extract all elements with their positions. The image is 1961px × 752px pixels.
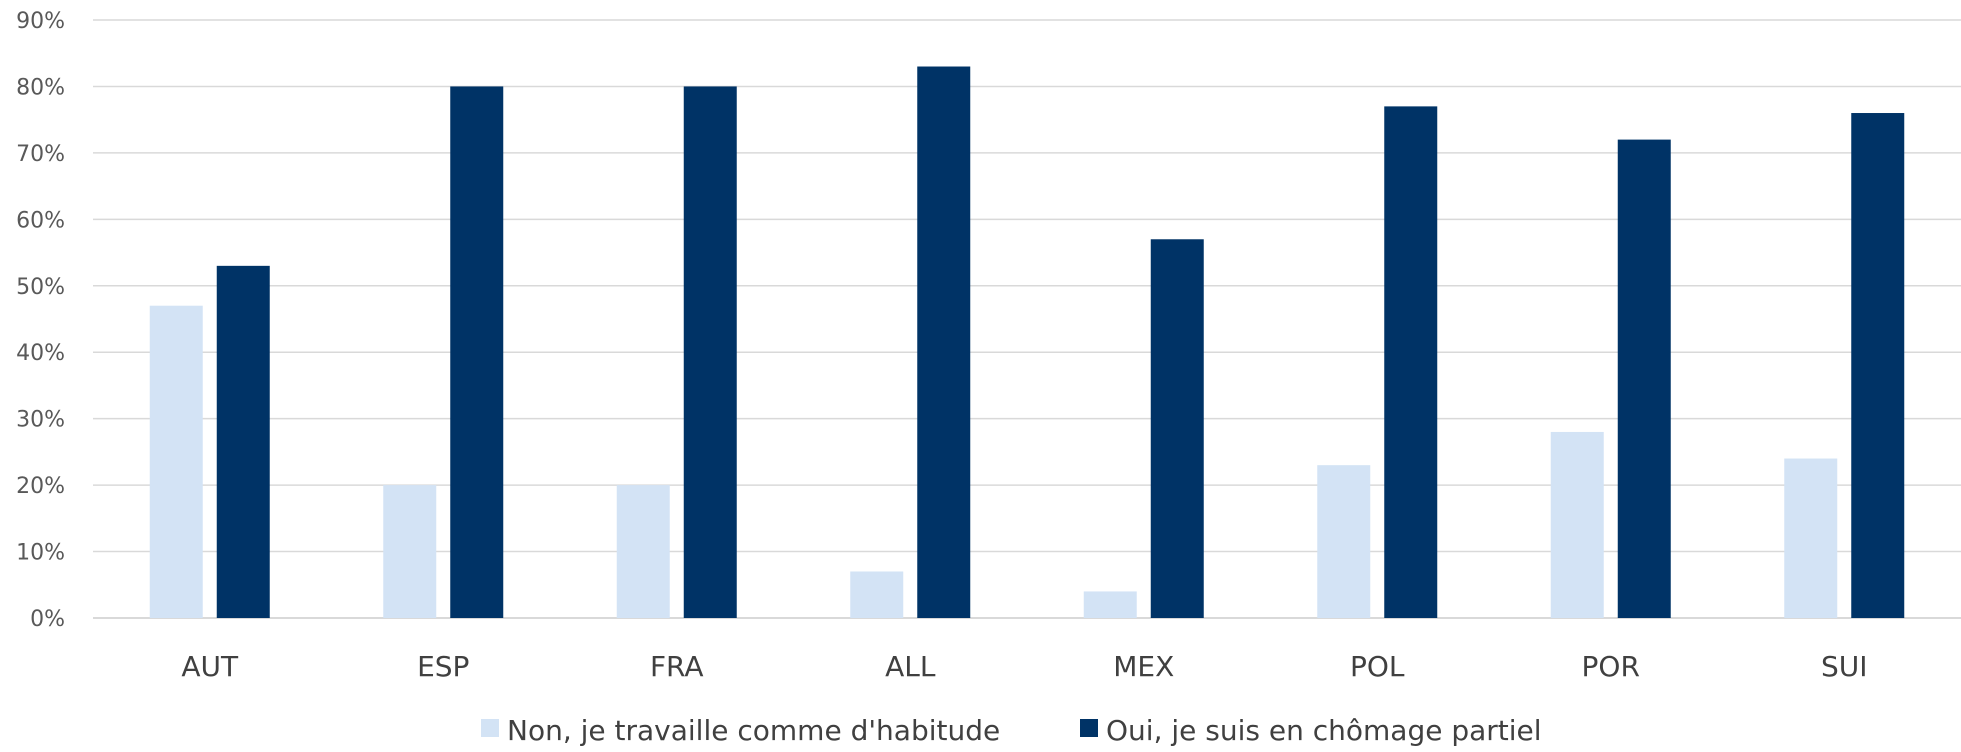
bar-esp-non <box>383 485 437 618</box>
y-tick-label: 60% <box>16 208 65 233</box>
y-tick-label: 80% <box>16 75 65 100</box>
gridlines <box>93 19 1961 619</box>
legend: Non, je travaille comme d'habitude Oui, … <box>481 714 1542 747</box>
x-tick-label: AUT <box>181 650 239 683</box>
legend-label-oui: Oui, je suis en chômage partiel <box>1106 714 1542 747</box>
bar-pol-oui <box>1384 106 1438 618</box>
y-tick-label: 10% <box>16 541 65 566</box>
bar-mex-oui <box>1150 239 1204 618</box>
legend-label-non: Non, je travaille comme d'habitude <box>507 714 1000 747</box>
bar-all-non <box>850 571 904 618</box>
legend-swatch-oui <box>1080 719 1098 737</box>
x-tick-label: POR <box>1582 650 1640 683</box>
x-tick-label: MEX <box>1113 650 1174 683</box>
y-tick-label: 70% <box>16 142 65 167</box>
y-tick-label: 40% <box>16 341 65 366</box>
x-tick-label: SUI <box>1821 650 1868 683</box>
y-tick-label: 20% <box>16 474 65 499</box>
bar-aut-non <box>149 305 203 618</box>
bar-all-oui <box>917 66 971 618</box>
bar-aut-oui <box>216 265 270 618</box>
bars <box>149 66 1905 619</box>
y-tick-label: 50% <box>16 275 65 300</box>
y-tick-label: 90% <box>16 9 65 34</box>
x-tick-label: POL <box>1350 650 1405 683</box>
bar-fra-oui <box>683 86 737 618</box>
x-tick-label: ALL <box>885 650 936 683</box>
bar-fra-non <box>616 485 670 618</box>
bar-por-non <box>1550 431 1604 618</box>
bar-por-oui <box>1617 139 1671 618</box>
bar-sui-oui <box>1851 113 1905 619</box>
legend-swatch-non <box>481 719 499 737</box>
bar-pol-non <box>1317 465 1371 618</box>
x-axis: AUT ESP FRA ALL MEX POL POR SUI <box>181 650 1867 683</box>
x-tick-label: FRA <box>650 650 704 683</box>
bar-esp-oui <box>450 86 504 618</box>
bar-sui-non <box>1784 458 1838 618</box>
y-axis: 0% 10% 20% 30% 40% 50% 60% 70% 80% 90% <box>16 9 65 632</box>
x-tick-label: ESP <box>417 650 469 683</box>
bar-mex-non <box>1083 591 1137 618</box>
y-tick-label: 30% <box>16 408 65 433</box>
y-tick-label: 0% <box>30 607 65 632</box>
